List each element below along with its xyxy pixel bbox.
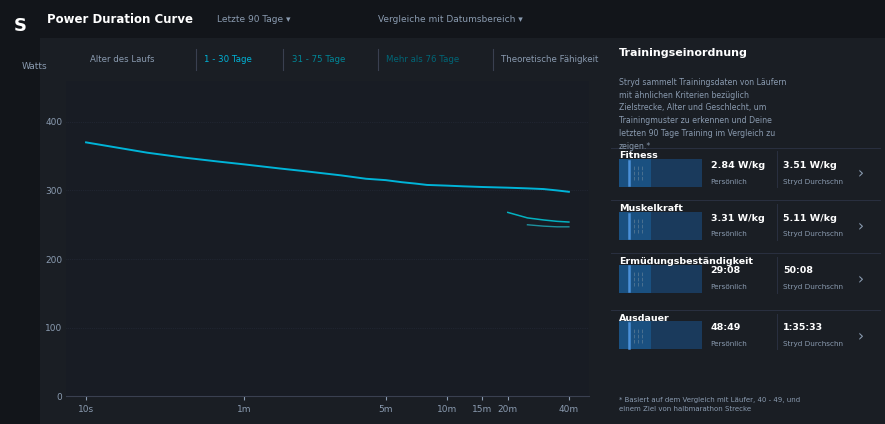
Text: Persönlich: Persönlich (711, 284, 747, 290)
Text: Persönlich: Persönlich (711, 341, 747, 347)
Text: Mehr als 76 Tage: Mehr als 76 Tage (386, 55, 459, 64)
FancyBboxPatch shape (619, 159, 703, 187)
Text: 1:35:33: 1:35:33 (783, 323, 824, 332)
Text: * Basiert auf dem Vergleich mit Läufer, 40 - 49, und
einem Ziel von halbmarathon: * Basiert auf dem Vergleich mit Läufer, … (619, 397, 800, 412)
Text: 2.84 W/kg: 2.84 W/kg (711, 161, 765, 170)
Text: 5.11 W/kg: 5.11 W/kg (783, 214, 837, 223)
Text: Muskelkraft: Muskelkraft (619, 204, 682, 213)
Text: Alter des Laufs: Alter des Laufs (90, 55, 154, 64)
Text: Stryd Durchschn: Stryd Durchschn (783, 341, 843, 347)
FancyBboxPatch shape (619, 321, 703, 349)
Text: Trainingseinordnung: Trainingseinordnung (619, 47, 748, 58)
Text: Vergleiche mit Datumsbereich ▾: Vergleiche mit Datumsbereich ▾ (378, 14, 523, 24)
Text: ›: › (858, 329, 864, 344)
Text: Stryd Durchschn: Stryd Durchschn (783, 284, 843, 290)
Text: 29:08: 29:08 (711, 267, 741, 276)
Text: Watts: Watts (22, 62, 48, 71)
Text: Stryd sammelt Trainingsdaten von Läufern
mit ähnlichen Kriterien bezüglich
Ziels: Stryd sammelt Trainingsdaten von Läufern… (619, 78, 786, 151)
Text: Persönlich: Persönlich (711, 232, 747, 237)
Text: Ausdauer: Ausdauer (619, 314, 669, 323)
Text: ›: › (858, 167, 864, 181)
FancyBboxPatch shape (619, 265, 703, 293)
FancyBboxPatch shape (619, 265, 650, 293)
Text: Stryd Durchschn: Stryd Durchschn (783, 179, 843, 184)
FancyBboxPatch shape (619, 159, 650, 187)
FancyBboxPatch shape (619, 212, 703, 240)
Text: Theoretische Fähigkeit: Theoretische Fähigkeit (501, 55, 598, 64)
Text: 1 - 30 Tage: 1 - 30 Tage (204, 55, 252, 64)
Text: Fitness: Fitness (619, 151, 658, 160)
Text: 3.51 W/kg: 3.51 W/kg (783, 161, 837, 170)
FancyBboxPatch shape (619, 321, 650, 349)
Text: Power Duration Curve: Power Duration Curve (47, 13, 193, 25)
Text: Persönlich: Persönlich (711, 179, 747, 184)
Text: 48:49: 48:49 (711, 323, 741, 332)
Text: Stryd Durchschn: Stryd Durchschn (783, 232, 843, 237)
Text: 31 - 75 Tage: 31 - 75 Tage (292, 55, 345, 64)
Text: Ermüdungsbeständigkeit: Ermüdungsbeständigkeit (619, 257, 753, 266)
Text: Letzte 90 Tage ▾: Letzte 90 Tage ▾ (218, 14, 291, 24)
Text: ›: › (858, 272, 864, 287)
Text: S: S (13, 17, 27, 35)
Text: 3.31 W/kg: 3.31 W/kg (711, 214, 765, 223)
Text: ›: › (858, 219, 864, 234)
FancyBboxPatch shape (619, 212, 650, 240)
Text: 50:08: 50:08 (783, 267, 813, 276)
